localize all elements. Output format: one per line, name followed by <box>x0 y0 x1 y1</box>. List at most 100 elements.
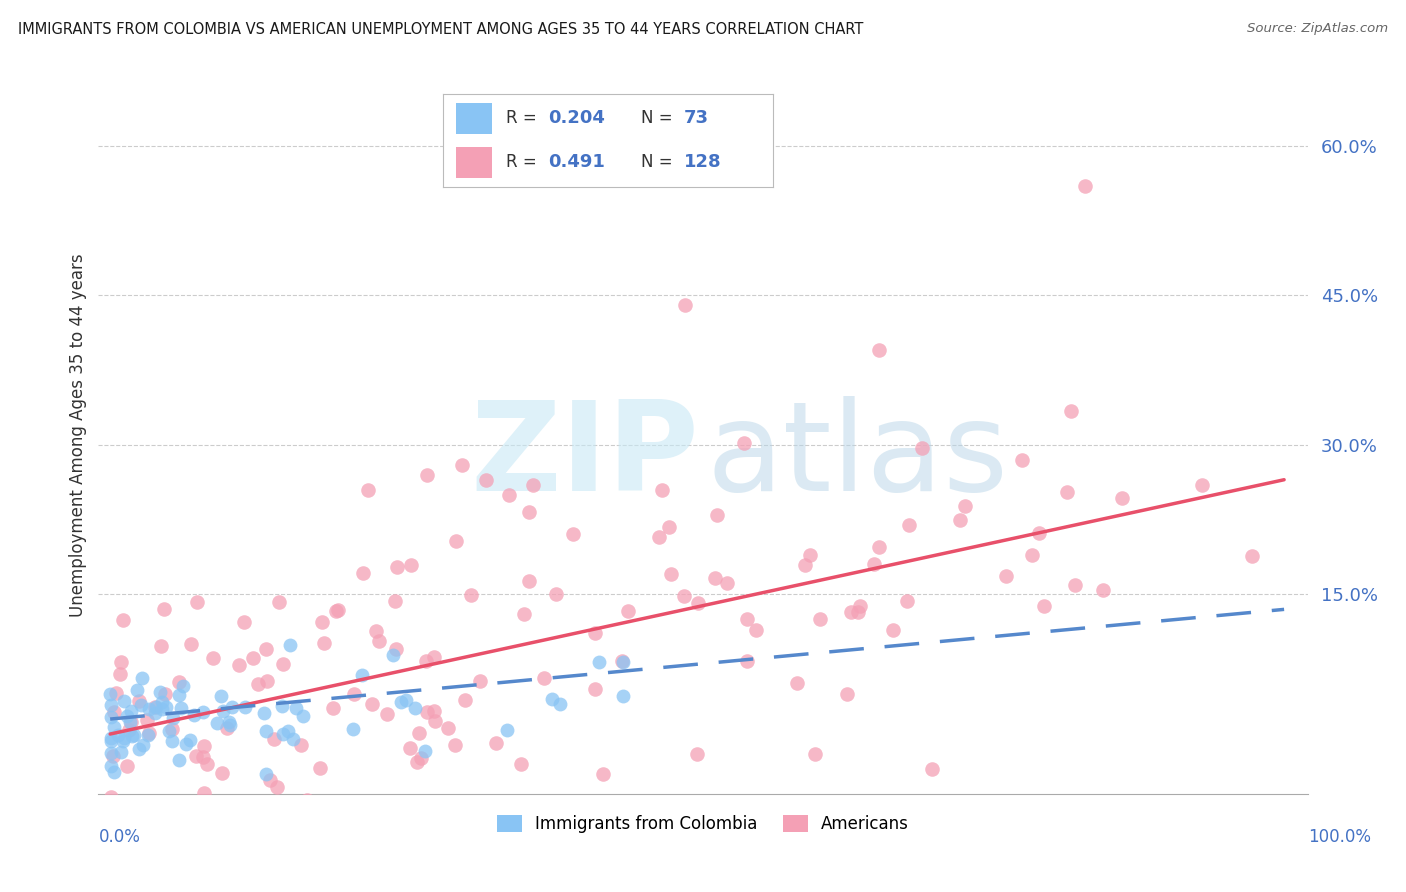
Text: 0.0%: 0.0% <box>98 828 141 846</box>
Point <box>263 732 285 747</box>
Point <box>120 705 142 719</box>
Point <box>309 761 332 775</box>
Point <box>193 750 215 764</box>
Point <box>186 595 208 609</box>
Point <box>172 679 194 693</box>
Point <box>267 595 290 609</box>
Legend: Immigrants from Colombia, Americans: Immigrants from Colombia, Americans <box>491 808 915 839</box>
Point <box>277 724 299 739</box>
Point <box>246 677 269 691</box>
Point <box>648 530 671 544</box>
Y-axis label: Unemployment Among Ages 35 to 44 years: Unemployment Among Ages 35 to 44 years <box>69 253 87 616</box>
Point <box>179 733 201 747</box>
Point <box>110 745 132 759</box>
Point <box>209 689 232 703</box>
Point <box>544 587 567 601</box>
Point <box>366 624 388 638</box>
Point <box>454 693 477 707</box>
Point <box>322 701 344 715</box>
Point <box>100 790 122 805</box>
Point <box>672 589 695 603</box>
Point <box>342 722 364 736</box>
Point <box>416 467 439 482</box>
Point <box>100 759 122 773</box>
Point <box>218 715 240 730</box>
Point <box>183 707 205 722</box>
Point <box>98 687 121 701</box>
Text: ZIP: ZIP <box>471 396 699 516</box>
Text: R =: R = <box>506 109 541 127</box>
Point <box>995 568 1018 582</box>
Point <box>312 635 335 649</box>
Point <box>468 673 491 688</box>
Point <box>131 671 153 685</box>
Point <box>411 751 433 765</box>
Point <box>794 558 817 572</box>
Point <box>673 298 696 312</box>
Point <box>136 728 159 742</box>
Point <box>266 780 288 795</box>
Point <box>548 697 571 711</box>
Point <box>610 654 633 668</box>
Point <box>451 458 474 472</box>
Point <box>583 682 606 697</box>
Point <box>167 688 190 702</box>
Text: 128: 128 <box>685 153 721 171</box>
Point <box>437 721 460 735</box>
Point <box>896 594 918 608</box>
Point <box>193 818 215 832</box>
Point <box>498 488 520 502</box>
Point <box>254 642 277 657</box>
Point <box>384 641 406 656</box>
Point <box>423 649 446 664</box>
Point <box>1021 548 1043 562</box>
Text: atlas: atlas <box>707 396 1008 516</box>
Point <box>495 723 517 737</box>
Point <box>745 623 768 637</box>
Text: 0.204: 0.204 <box>548 109 606 127</box>
Point <box>193 739 215 753</box>
Point <box>475 473 498 487</box>
Point <box>949 513 972 527</box>
Point <box>107 728 129 742</box>
Point <box>162 710 184 724</box>
Point <box>862 557 884 571</box>
Point <box>367 633 389 648</box>
Point <box>111 814 134 829</box>
Point <box>911 442 934 456</box>
Point <box>232 615 254 630</box>
Point <box>167 675 190 690</box>
Point <box>716 576 738 591</box>
Point <box>588 655 610 669</box>
Point <box>381 648 404 663</box>
Text: Source: ZipAtlas.com: Source: ZipAtlas.com <box>1247 22 1388 36</box>
Point <box>423 704 446 718</box>
Point <box>517 574 540 588</box>
Point <box>513 607 536 621</box>
Point <box>868 343 890 357</box>
Point <box>103 720 125 734</box>
Point <box>343 687 366 701</box>
Point <box>101 748 124 763</box>
Point <box>259 773 281 788</box>
Point <box>360 697 382 711</box>
Point <box>517 505 540 519</box>
Point <box>413 744 436 758</box>
Point <box>799 549 821 563</box>
Point <box>704 571 727 585</box>
Point <box>180 637 202 651</box>
Point <box>153 602 176 616</box>
Point <box>561 527 583 541</box>
Point <box>242 650 264 665</box>
Point <box>149 639 172 653</box>
Point <box>540 692 562 706</box>
Point <box>254 724 277 739</box>
Point <box>617 604 640 618</box>
Point <box>733 436 755 450</box>
Point <box>145 699 167 714</box>
Point <box>786 675 808 690</box>
Point <box>228 657 250 672</box>
Point <box>253 706 276 720</box>
Point <box>281 732 304 747</box>
Point <box>651 483 673 497</box>
